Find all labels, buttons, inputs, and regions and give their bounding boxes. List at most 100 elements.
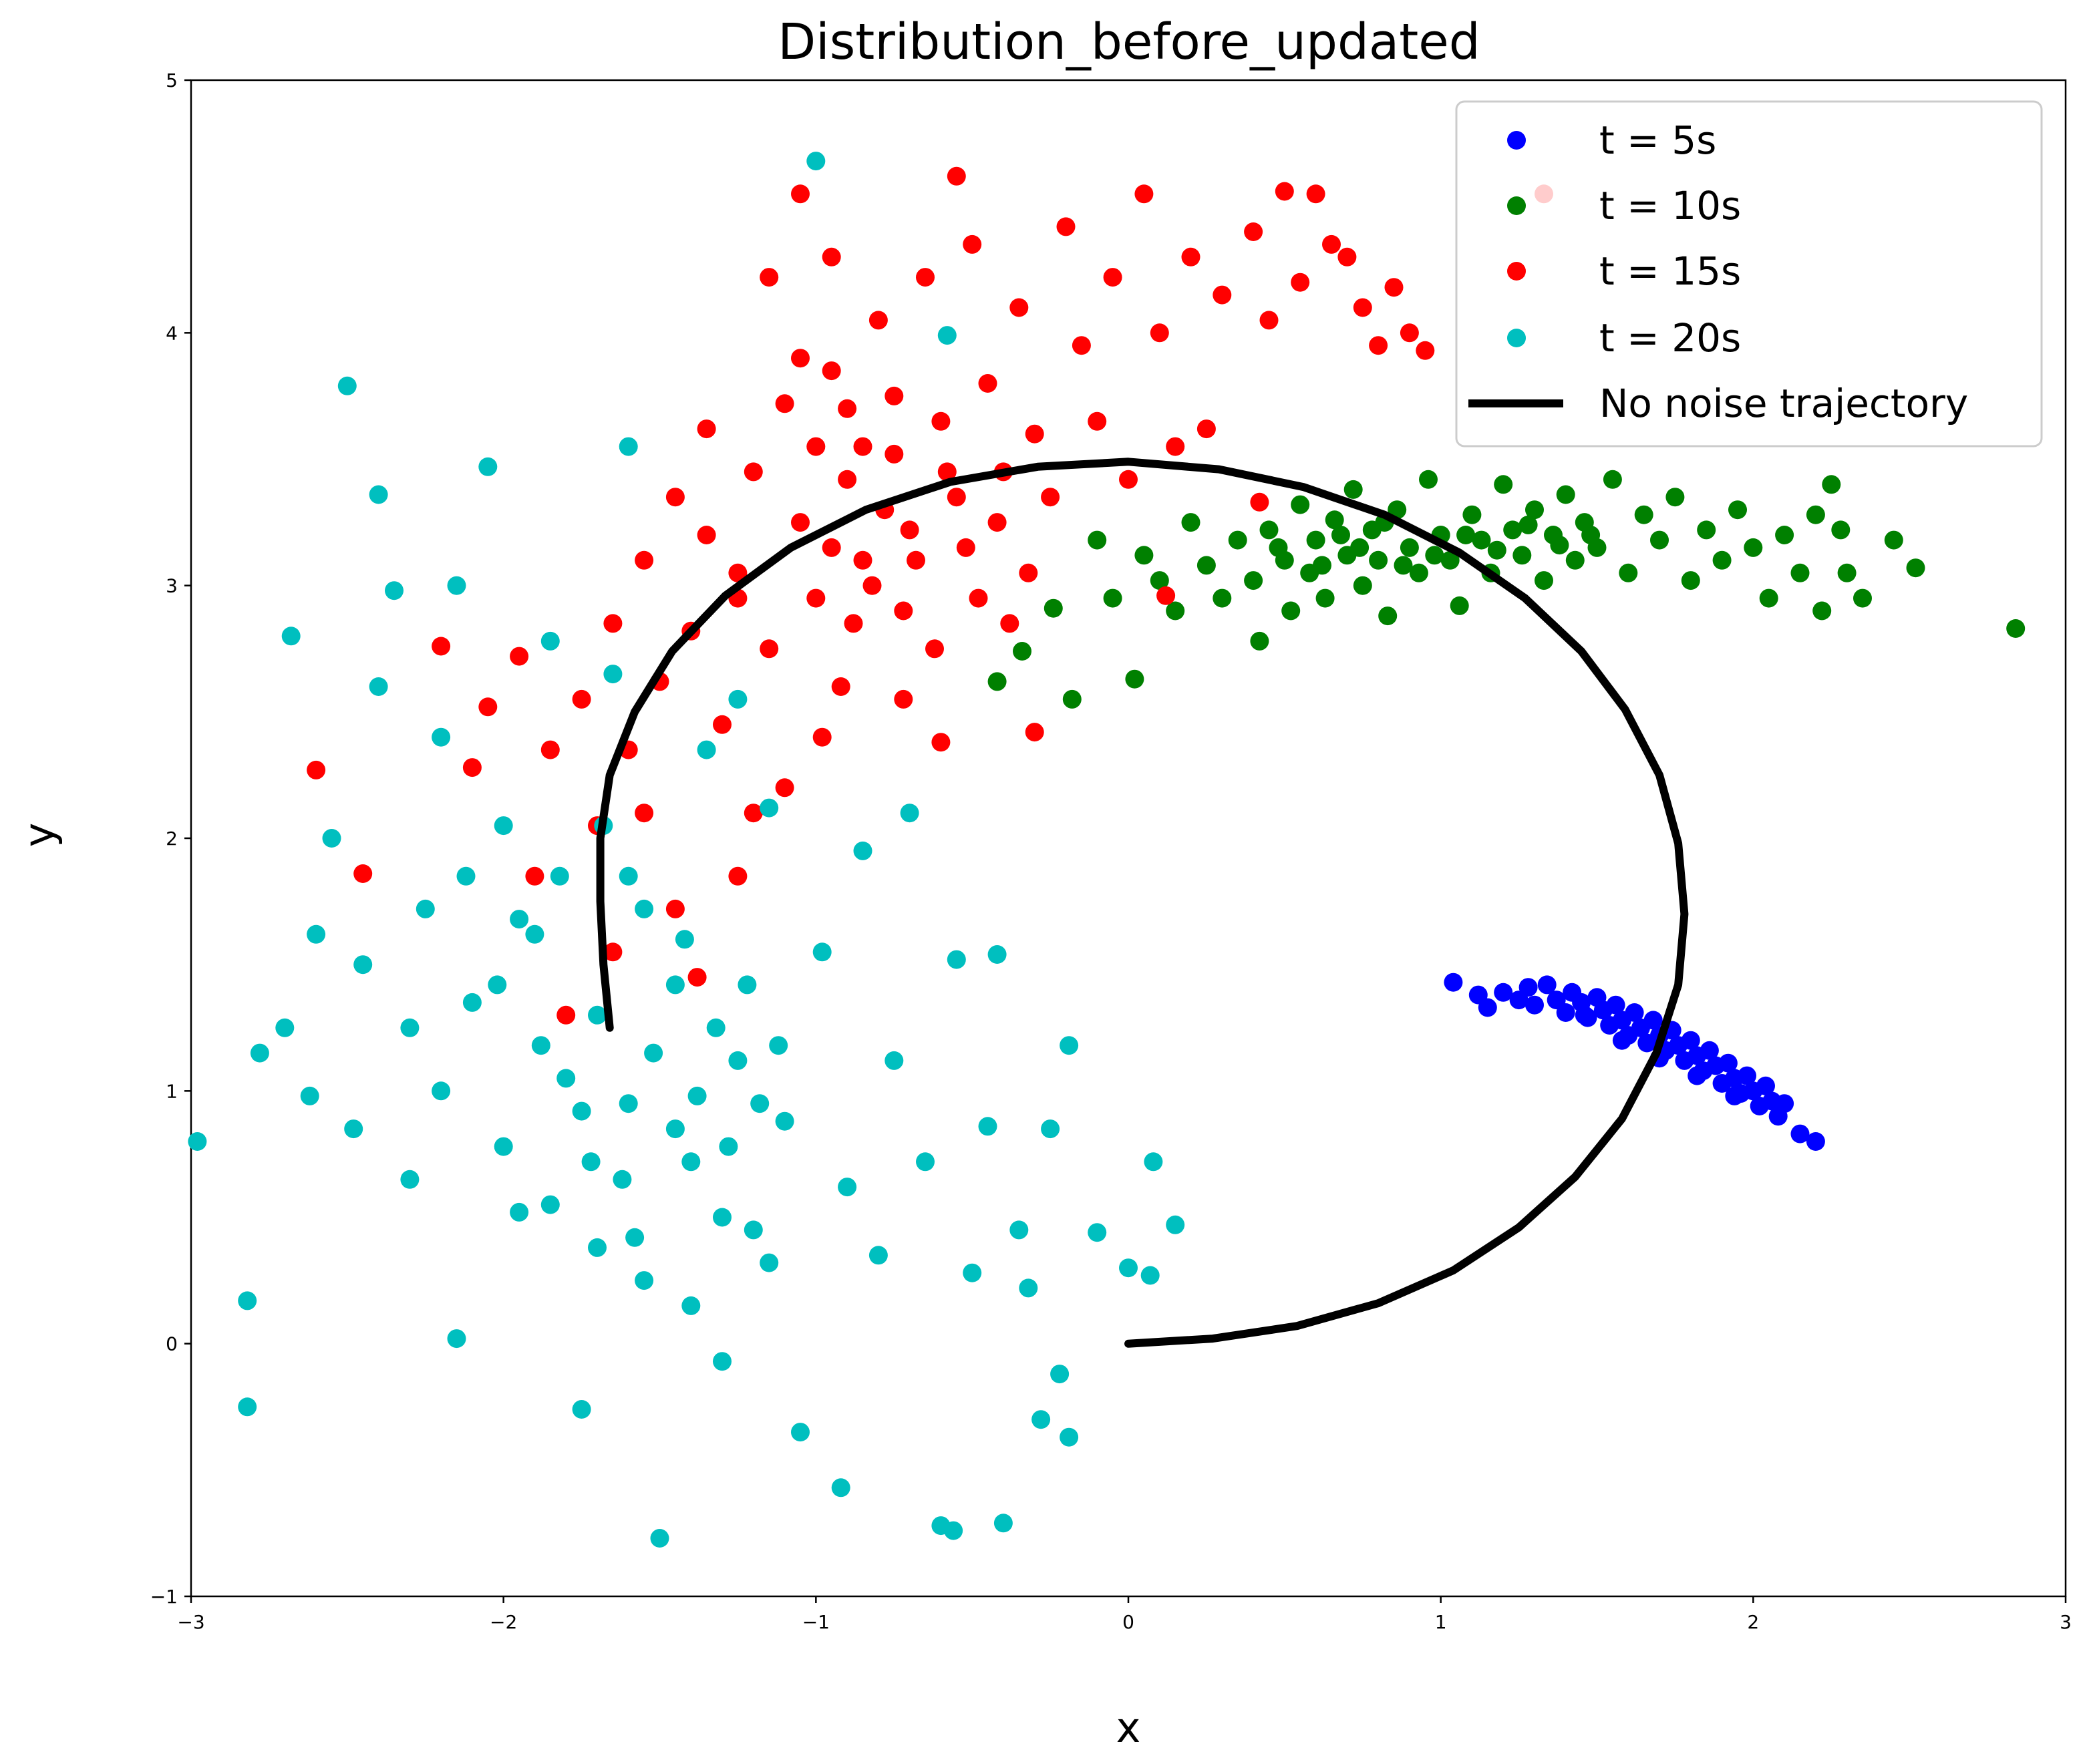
data-point [838,399,857,418]
data-point [806,588,826,608]
data-point [868,1246,888,1265]
data-point [894,601,913,621]
data-point [822,247,841,267]
y-axis-ticks: −1 0 1 2 3 4 5 [150,69,191,1608]
y-tick-label: 5 [166,69,178,92]
data-point [1144,1152,1163,1172]
data-point [572,689,591,709]
data-point [1259,520,1279,540]
data-point [1056,217,1076,236]
data-point [1400,323,1419,343]
data-point [791,349,810,368]
data-point [868,311,888,330]
data-point [1213,285,1232,305]
data-point [791,513,810,532]
data-point [1831,520,1851,540]
data-point [603,942,623,962]
data-point [1213,588,1232,608]
data-point [775,778,794,798]
data-point [462,993,482,1012]
data-point [344,1119,363,1139]
data-point [937,326,957,345]
data-point [1712,550,1732,570]
data-point [1050,1365,1070,1384]
data-point [665,488,685,507]
data-point [760,1253,779,1272]
data-point [1462,505,1482,524]
x-tick-label: 2 [1747,1611,1759,1633]
data-point [238,1291,257,1310]
data-point [488,975,507,995]
series-t10s [987,470,2026,709]
data-point [1775,526,1794,544]
data-point [1837,563,1857,582]
data-point [665,1119,685,1139]
data-point [1250,492,1269,512]
data-point [1444,973,1463,992]
data-point [531,1036,550,1055]
data-point [844,614,863,633]
legend-marker-t20 [1507,329,1526,347]
data-point [1906,558,1925,578]
data-point [1025,723,1044,742]
data-point [1044,598,1063,618]
data-point [1581,526,1601,544]
data-point [1494,983,1513,1002]
data-point [681,1152,701,1172]
data-point [1535,571,1553,590]
data-point [353,955,373,975]
data-point [644,1043,663,1063]
data-point [885,444,904,464]
data-point [831,677,850,696]
data-point [1525,500,1544,520]
data-point [1625,1003,1644,1022]
data-point [1756,1076,1775,1095]
data-point [687,968,707,987]
data-point [1744,538,1763,557]
data-point [1088,411,1107,431]
legend: t = 5s t = 10s t = 15s t = 20s No noise … [1455,100,2043,448]
data-point [540,631,560,651]
data-point [619,437,638,456]
data-point [681,1296,701,1315]
data-point [1259,311,1279,330]
data-point [603,614,623,633]
data-point [1612,1031,1631,1050]
data-point [1806,1132,1825,1151]
data-point [1575,1005,1594,1025]
data-point [1244,222,1263,241]
data-point [1643,1011,1663,1030]
data-point [1134,546,1154,565]
data-point [1119,470,1138,489]
data-point [900,804,919,823]
data-point [432,727,451,747]
data-point [1269,538,1288,557]
data-point [510,910,529,929]
data-point [675,930,694,949]
data-point [494,1137,513,1156]
data-point [806,152,826,171]
data-point [1013,642,1031,661]
data-point [635,804,654,823]
data-point [369,485,388,504]
data-point [1440,550,1460,570]
data-point [1478,998,1497,1017]
data-point [925,639,944,659]
data-point [322,829,341,848]
data-point [250,1043,269,1063]
data-point [572,1400,591,1419]
data-point [1456,526,1476,544]
data-point [1313,556,1331,575]
data-point [719,1137,738,1156]
data-point [1181,247,1200,267]
data-point [603,665,623,684]
data-point [894,689,913,709]
data-point [588,1005,607,1025]
data-point [650,1529,669,1548]
data-point [1060,1427,1079,1447]
data-point [525,866,544,886]
y-tick-label: 2 [166,828,178,850]
data-point [540,740,560,759]
data-point [1550,536,1569,555]
x-tick-label: −1 [802,1611,830,1633]
